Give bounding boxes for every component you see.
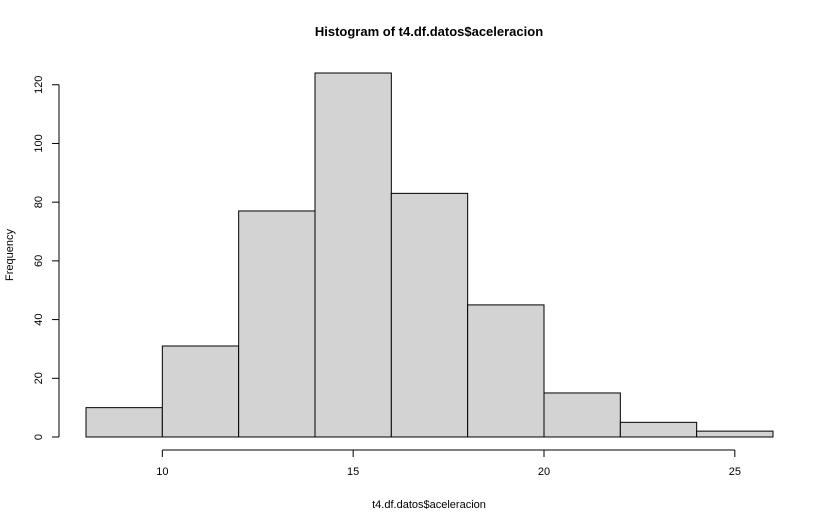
- histogram-bar-22-24: [619, 421, 698, 438]
- histogram-bar-12-14: [238, 210, 316, 438]
- y-tick-label-60: 60: [33, 255, 45, 267]
- x-axis-label: t4.df.datos$aceleracion: [372, 499, 486, 511]
- y-tick-label-120: 120: [33, 76, 45, 94]
- histogram-bar-14-16: [314, 72, 392, 438]
- histogram-bar-8-10: [85, 407, 163, 438]
- histogram-bar-16-18: [390, 192, 469, 438]
- bars-group: [85, 72, 774, 438]
- y-tick-label-100: 100: [33, 134, 45, 152]
- histogram-bar-24-26: [696, 430, 774, 438]
- y-tick-label-80: 80: [33, 196, 45, 208]
- histogram-bar-18-20: [467, 304, 545, 438]
- x-tick-label-25: 25: [729, 466, 741, 478]
- histogram-bar-20-22: [543, 392, 621, 438]
- y-tick-label-40: 40: [33, 313, 45, 325]
- x-tick-label-10: 10: [156, 466, 168, 478]
- y-axis-label: Frequency: [4, 229, 16, 281]
- x-tick-label-20: 20: [538, 466, 550, 478]
- y-tick-label-0: 0: [33, 434, 45, 440]
- y-tick-label-20: 20: [33, 372, 45, 384]
- x-tick-label-15: 15: [347, 466, 359, 478]
- chart-title: Histogram of t4.df.datos$aceleracion: [315, 24, 543, 39]
- histogram-bar-10-12: [161, 345, 240, 438]
- x-axis: 10 15 20 25: [156, 449, 741, 478]
- y-axis: 0 20 40 60 80 100 120: [33, 76, 60, 440]
